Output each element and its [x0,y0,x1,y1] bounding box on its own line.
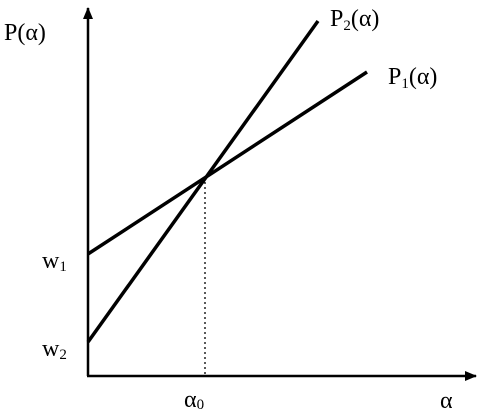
y-axis-label: P(α) [4,20,46,46]
w2-label: w2 [42,336,67,363]
x-axis-label: α [440,388,453,414]
p2-line [86,19,320,344]
p1-label: P1(α) [388,64,437,92]
w1-label: w1 [42,248,67,275]
p2-label: P2(α) [330,6,379,34]
alpha0-label: α0 [184,387,204,413]
p1-line [87,70,368,256]
